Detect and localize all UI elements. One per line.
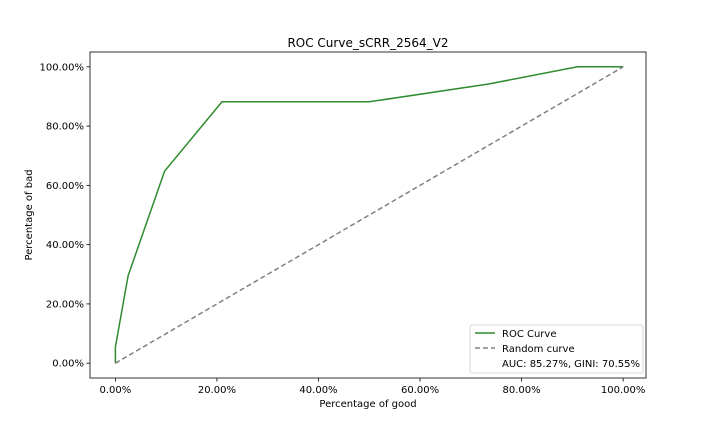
x-tick-label: 80.00% bbox=[503, 385, 541, 396]
legend-box bbox=[469, 324, 644, 374]
y-tick-label: 80.00% bbox=[46, 122, 84, 133]
legend: ROC Curve Random curve AUC: 85.27%, GINI… bbox=[469, 324, 644, 374]
y-tick-label: 60.00% bbox=[46, 181, 84, 192]
x-tick-label: 0.00% bbox=[99, 385, 131, 396]
legend-roc-label: ROC Curve bbox=[502, 329, 556, 340]
legend-auc-gini: AUC: 85.27%, GINI: 70.55% bbox=[502, 359, 640, 370]
y-tick-label: 100.00% bbox=[40, 62, 85, 73]
y-tick-label: 40.00% bbox=[46, 240, 84, 251]
x-tick-label: 20.00% bbox=[198, 385, 236, 396]
x-tick-label: 60.00% bbox=[401, 385, 439, 396]
series-line-random-curve bbox=[115, 66, 624, 364]
x-tick-label: 100.00% bbox=[601, 385, 646, 396]
series-line-roc-curve bbox=[114, 66, 624, 364]
chart-title: ROC Curve_sCRR_2564_V2 bbox=[287, 36, 448, 50]
plot-frame bbox=[89, 51, 647, 379]
y-tick-label: 20.00% bbox=[46, 299, 84, 310]
x-axis-label: Percentage of good bbox=[319, 399, 416, 410]
y-axis-label: Percentage of bad bbox=[24, 169, 35, 260]
x-tick-label: 40.00% bbox=[299, 385, 337, 396]
legend-random-label: Random curve bbox=[502, 344, 575, 355]
y-tick-label: 0.00% bbox=[52, 359, 84, 370]
